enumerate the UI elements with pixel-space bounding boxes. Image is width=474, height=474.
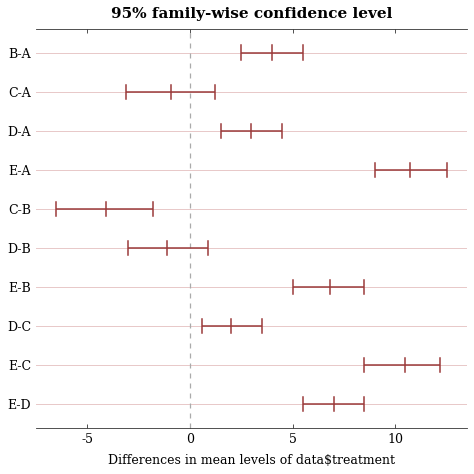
Title: 95% family-wise confidence level: 95% family-wise confidence level bbox=[111, 7, 392, 21]
X-axis label: Differences in mean levels of data$treatment: Differences in mean levels of data$treat… bbox=[108, 454, 395, 467]
